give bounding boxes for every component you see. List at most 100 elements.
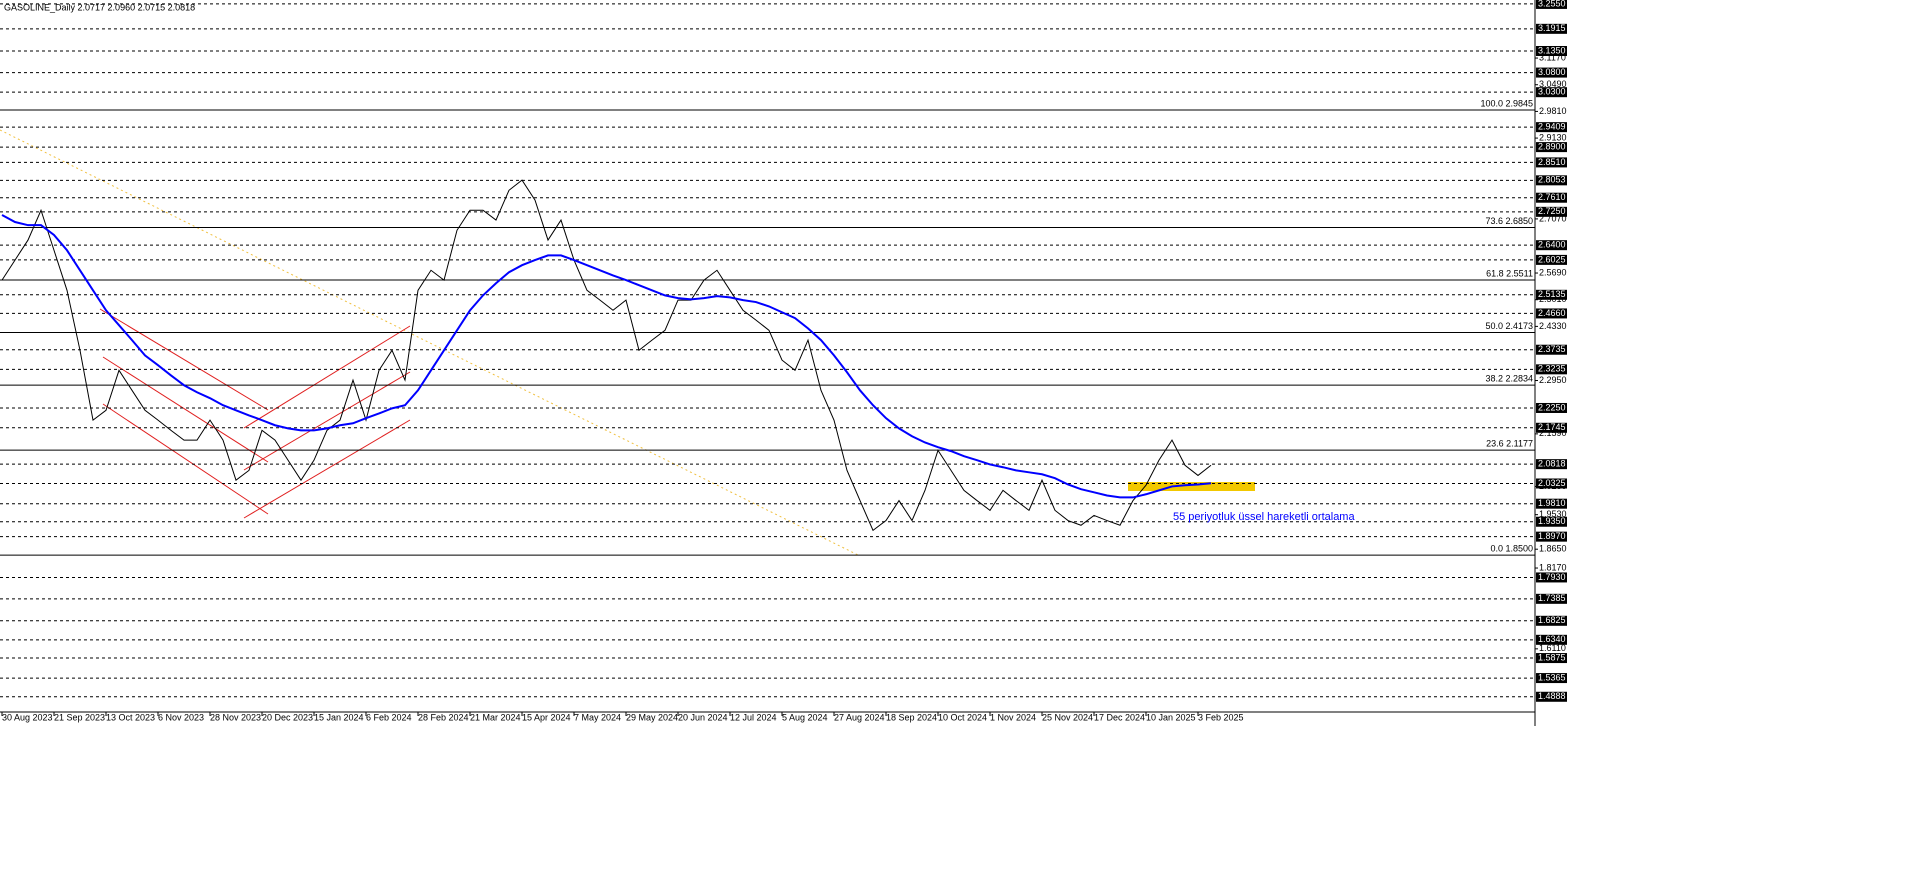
level-label: 2.4660 (1538, 308, 1566, 318)
x-tick-label: 30 Aug 2023 (2, 712, 53, 722)
level-label-box (1536, 653, 1567, 664)
level-label: 1.5875 (1538, 652, 1566, 662)
channel-line (102, 356, 269, 463)
x-tick-label: 20 Jun 2024 (678, 712, 728, 722)
level-label: 2.7610 (1538, 192, 1566, 202)
level-label-box (1536, 344, 1567, 355)
channel-line (243, 419, 411, 519)
level-label-box (1536, 531, 1567, 542)
ema-annotation: 55 periyotluk üssel hareketli ortalama (1173, 511, 1355, 523)
level-label-box (1536, 289, 1567, 300)
level-label: 2.6025 (1538, 254, 1566, 264)
y-tick-label: 2.1590 (1539, 428, 1567, 438)
x-tick-label: 15 Jan 2024 (314, 712, 364, 722)
level-label: 2.5135 (1538, 289, 1566, 299)
x-tick-label: 5 Aug 2024 (782, 712, 828, 722)
level-label: 2.1745 (1538, 422, 1566, 432)
x-tick-label: 27 Aug 2024 (834, 712, 885, 722)
level-label: 2.8510 (1538, 157, 1566, 167)
level-label: 1.6825 (1538, 615, 1566, 625)
level-label-box (1536, 402, 1567, 413)
level-label-box (1536, 498, 1567, 509)
level-label-box (1536, 254, 1567, 265)
fib-label: 0.0 1.8500 (1490, 543, 1533, 553)
fib-label: 38.2 2.2834 (1485, 373, 1533, 383)
x-tick-label: 18 Sep 2024 (886, 712, 937, 722)
y-tick-label: 1.9530 (1539, 509, 1567, 519)
level-label: 3.0300 (1538, 87, 1566, 97)
level-label: 3.1915 (1538, 23, 1566, 33)
x-tick-label: 7 May 2024 (574, 712, 621, 722)
level-label-box (1536, 175, 1567, 186)
level-label: 2.3735 (1538, 344, 1566, 354)
level-label-box (1536, 0, 1567, 9)
x-tick-label: 29 May 2024 (626, 712, 678, 722)
level-label: 3.0800 (1538, 67, 1566, 77)
y-tick-label: 2.4330 (1539, 321, 1567, 331)
channel-line (243, 371, 411, 471)
level-label-box (1536, 615, 1567, 626)
level-label-box (1536, 422, 1567, 433)
level-label-box (1536, 157, 1567, 168)
y-tick-label: 1.6110 (1539, 643, 1566, 653)
channel-line (99, 308, 269, 411)
level-label: 2.8900 (1538, 141, 1566, 151)
level-label: 2.6400 (1538, 240, 1566, 250)
y-tick-label: 3.0490 (1539, 79, 1567, 89)
channel-line (102, 403, 269, 515)
level-label: 2.0818 (1538, 459, 1566, 469)
level-label-box (1536, 67, 1567, 78)
level-label-box (1536, 87, 1567, 98)
level-label: 3.1350 (1538, 45, 1566, 55)
x-tick-label: 17 Dec 2024 (1094, 712, 1145, 722)
channel-line (243, 325, 411, 429)
level-label: 1.5365 (1538, 672, 1566, 682)
level-label: 1.8970 (1538, 531, 1566, 541)
fib-label: 50.0 2.4173 (1485, 321, 1533, 331)
support-zone (1128, 482, 1255, 491)
fib-label: 61.8 2.5511 (1486, 268, 1533, 278)
x-tick-label: 13 Oct 2023 (106, 712, 155, 722)
x-tick-label: 6 Nov 2023 (158, 712, 204, 722)
level-label: 1.9350 (1538, 516, 1566, 526)
x-tick-label: 10 Jan 2025 (1146, 712, 1196, 722)
level-label-box (1536, 478, 1567, 489)
y-tick-label: 1.8170 (1539, 562, 1567, 572)
axis-panel (1535, 0, 1580, 726)
x-tick-label: 20 Dec 2023 (262, 712, 313, 722)
ema-line (1, 214, 1212, 499)
chart-title: GASOLINE_Daily 2.0717 2.0960 2.0715 2.08… (4, 2, 195, 12)
level-label-box (1536, 572, 1567, 583)
x-tick-label: 12 Jul 2024 (730, 712, 777, 722)
level-label: 2.8053 (1538, 175, 1566, 185)
level-label-box (1536, 23, 1567, 34)
x-tick-label: 25 Nov 2024 (1042, 712, 1093, 722)
ascending-channel (243, 325, 411, 519)
level-label: 3.2550 (1538, 0, 1566, 8)
y-tick-label: 2.7070 (1539, 213, 1567, 223)
x-tick-label: 28 Nov 2023 (210, 712, 261, 722)
level-label-box (1536, 122, 1567, 133)
level-label-box (1536, 206, 1567, 217)
level-label: 1.7385 (1538, 593, 1566, 603)
level-label-box (1536, 192, 1567, 203)
level-label-box (1536, 673, 1567, 684)
x-tick-label: 3 Feb 2025 (1198, 712, 1244, 722)
price-line (1, 179, 1212, 532)
level-label: 1.6340 (1538, 634, 1566, 644)
y-tick-label: 2.5690 (1539, 267, 1567, 277)
level-label: 1.4888 (1538, 691, 1566, 701)
level-label-box (1536, 308, 1567, 319)
x-tick-label: 21 Sep 2023 (54, 712, 105, 722)
level-label-box (1536, 516, 1567, 527)
level-label-box (1536, 240, 1567, 251)
fib-label: 100.0 2.9845 (1480, 98, 1533, 108)
y-tick-label: 2.2950 (1539, 375, 1567, 385)
level-label-box (1536, 593, 1567, 604)
x-tick-label: 28 Feb 2024 (418, 712, 469, 722)
level-label-box (1536, 142, 1567, 153)
level-label: 2.2250 (1538, 402, 1566, 412)
